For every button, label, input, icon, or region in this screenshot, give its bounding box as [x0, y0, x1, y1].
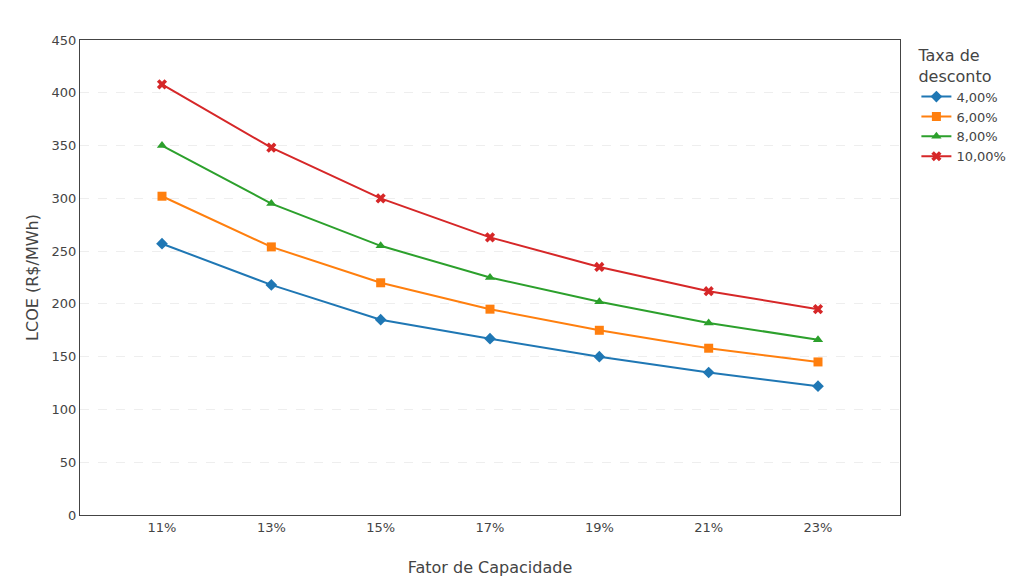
svg-text:0: 0 — [68, 508, 76, 523]
svg-text:13%: 13% — [257, 520, 286, 535]
svg-text:11%: 11% — [148, 520, 177, 535]
svg-text:250: 250 — [52, 244, 77, 259]
svg-text:8,00%: 8,00% — [956, 129, 997, 144]
svg-text:4,00%: 4,00% — [956, 90, 997, 105]
svg-text:100: 100 — [52, 402, 77, 417]
svg-text:Taxa dedesconto: Taxa dedesconto — [917, 46, 991, 86]
svg-text:23%: 23% — [804, 520, 833, 535]
svg-text:50: 50 — [60, 455, 77, 470]
svg-text:Fator de Capacidade: Fator de Capacidade — [408, 558, 573, 577]
svg-text:350: 350 — [52, 138, 77, 153]
svg-text:17%: 17% — [476, 520, 505, 535]
svg-text:10,00%: 10,00% — [956, 149, 1006, 164]
svg-text:150: 150 — [52, 349, 77, 364]
svg-text:400: 400 — [52, 85, 77, 100]
svg-text:15%: 15% — [366, 520, 395, 535]
svg-text:450: 450 — [52, 33, 77, 48]
svg-text:21%: 21% — [694, 520, 723, 535]
svg-text:19%: 19% — [585, 520, 614, 535]
svg-text:LCOE (R$/MWh): LCOE (R$/MWh) — [23, 214, 42, 341]
svg-text:6,00%: 6,00% — [956, 110, 997, 125]
svg-text:300: 300 — [52, 191, 77, 206]
svg-text:200: 200 — [52, 296, 77, 311]
